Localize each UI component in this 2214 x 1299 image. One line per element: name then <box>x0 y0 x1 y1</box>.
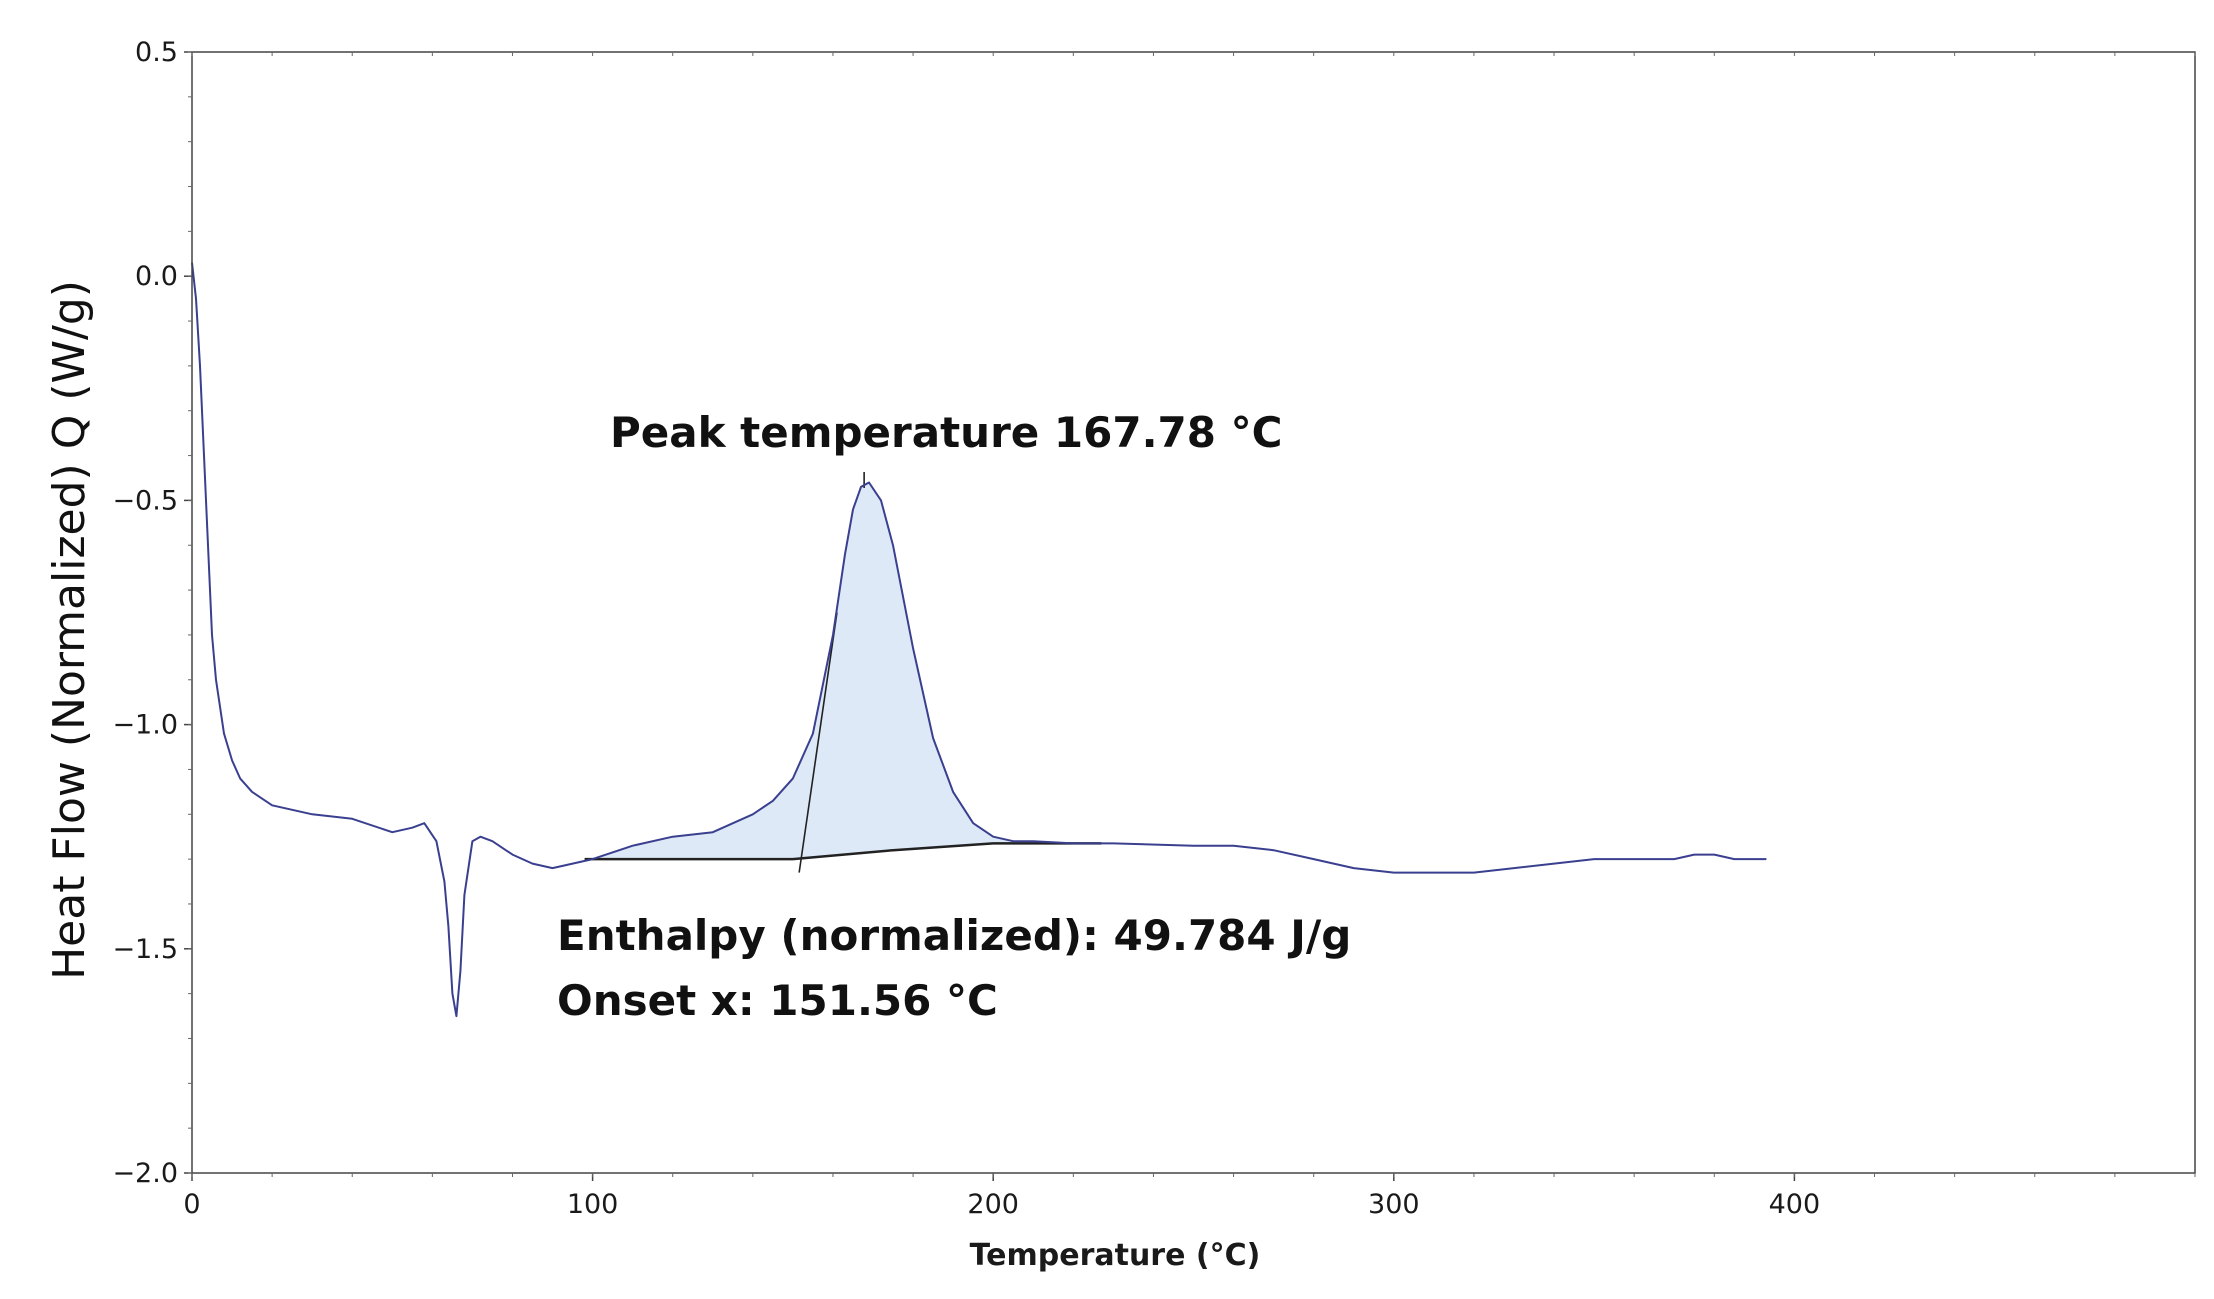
x-tick-label: 0 <box>183 1189 200 1220</box>
y-tick-label: −0.5 <box>112 485 178 516</box>
integration-baseline <box>584 842 1102 861</box>
plot-area <box>191 262 1767 1018</box>
x-tick-label: 100 <box>567 1189 619 1220</box>
x-axis-title: Temperature (°C) <box>970 1238 1261 1273</box>
x-tick-label: 300 <box>1368 1189 1420 1220</box>
peak-shaded-area <box>584 482 1102 860</box>
y-tick-label: 0.0 <box>135 261 178 292</box>
heat-flow-curve <box>191 262 1767 1018</box>
y-tick-label: 0.5 <box>135 37 178 68</box>
y-tick-label: −1.0 <box>112 710 178 741</box>
x-tick-label: 200 <box>967 1189 1019 1220</box>
x-tick-label: 400 <box>1769 1189 1821 1220</box>
plot-frame <box>191 51 2196 1174</box>
y-tick-label: −1.5 <box>112 934 178 965</box>
enthalpy-annotation: Enthalpy (normalized): 49.784 J/g <box>557 911 1351 960</box>
y-tick-label: −2.0 <box>112 1158 178 1189</box>
y-axis-title: Heat Flow (Normalized) Q (W/g) <box>44 280 95 980</box>
axes: 0.5 0.0 −0.5 −1.0 −1.5 −2.00 100 200 300 400 <box>112 37 2196 1220</box>
peak-temperature-annotation: Peak temperature 167.78 °C <box>610 408 1282 457</box>
onset-annotation: Onset x: 151.56 °C <box>557 976 998 1025</box>
onset-tangent-line <box>798 612 838 873</box>
